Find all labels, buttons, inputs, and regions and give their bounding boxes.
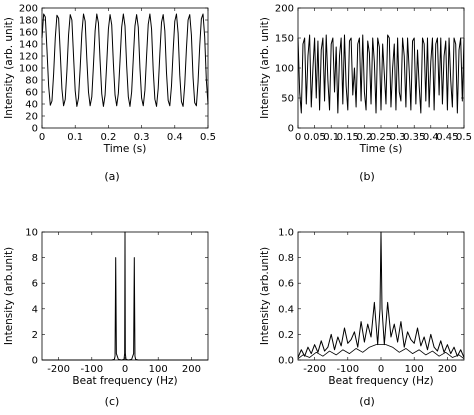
- y-tick-label: 0.8: [278, 253, 294, 264]
- x-axis-label: Time (s): [359, 143, 403, 155]
- y-axis-label: Intensity (arb. unit): [3, 17, 15, 119]
- panel-label: (a): [104, 170, 119, 183]
- y-tick-label: 180: [19, 16, 38, 27]
- x-tick-label: 0.45: [436, 132, 458, 143]
- x-tick-label: 0.5: [456, 132, 472, 143]
- y-tick-label: 40: [25, 100, 38, 111]
- x-tick-label: -200: [303, 364, 326, 375]
- x-tick-label: 0.5: [200, 132, 216, 143]
- x-tick-label: 200: [438, 364, 457, 375]
- series-line: [42, 231, 208, 361]
- x-tick-label: 0: [378, 364, 384, 375]
- y-tick-label: 0.6: [278, 279, 294, 290]
- y-axis-label: Intensity (arb.unit): [3, 247, 15, 345]
- panel-d: -200 -100 0 100 200 0.0 0.2 0.4 0.6 0.8 1.0 Beat fr…: [259, 228, 465, 408]
- x-tick-label: 0.4: [423, 132, 439, 143]
- series-line: [297, 34, 465, 114]
- x-tick-label: 100: [405, 364, 424, 375]
- y-tick-label: 200: [19, 4, 38, 15]
- x-tick-label: 0: [295, 132, 301, 143]
- y-axis-label: Intensity (arb.unit): [259, 247, 271, 345]
- panel-c: -200 -100 0 100 200 0 2 4 6 8 10 Beat frequency (Hz…: [3, 228, 209, 408]
- y-tick-label: 120: [19, 52, 38, 63]
- y-tick-label: 0: [288, 124, 294, 135]
- y-tick-label: 0.0: [278, 356, 294, 367]
- panel-label: (d): [359, 395, 375, 408]
- x-tick-label: 0.15: [337, 132, 359, 143]
- y-tick-label: 150: [275, 34, 294, 45]
- y-tick-label: 50: [281, 94, 294, 105]
- x-tick-label: 0.35: [403, 132, 425, 143]
- y-tick-label: 100: [19, 64, 38, 75]
- x-tick-label: 0.3: [134, 132, 150, 143]
- x-tick-label: 0.2: [100, 132, 116, 143]
- panel-label: (b): [359, 170, 375, 183]
- x-axis-label: Beat frequency (Hz): [72, 375, 177, 387]
- y-tick-label: 0.2: [278, 330, 294, 341]
- x-tick-label: 0.25: [370, 132, 392, 143]
- panel-label: (c): [105, 395, 120, 408]
- panel-a: 0 0.1 0.2 0.3 0.4 0.5 020406080100120140160180…: [3, 4, 216, 184]
- series-line: [41, 13, 209, 107]
- y-tick-label: 100: [275, 64, 294, 75]
- x-tick-label: 0: [122, 364, 128, 375]
- x-tick-label: 0: [39, 132, 45, 143]
- y-tick-label: 80: [25, 76, 38, 87]
- x-tick-label: 0.2: [356, 132, 372, 143]
- y-tick-label: 8: [32, 253, 38, 264]
- series-line: [297, 344, 465, 360]
- y-tick-label: 2: [32, 330, 38, 341]
- y-tick-label: 20: [25, 112, 38, 123]
- y-tick-label: 4: [32, 304, 38, 315]
- x-tick-label: 0.1: [67, 132, 83, 143]
- y-tick-label: 0: [32, 124, 38, 135]
- series-line: [297, 231, 465, 358]
- x-tick-label: 100: [149, 364, 168, 375]
- x-tick-label: -100: [336, 364, 359, 375]
- y-axis-label: Intensity (arb. unit): [259, 17, 271, 119]
- y-tick-label: 10: [25, 228, 38, 239]
- x-axis-label: Beat frequency (Hz): [328, 375, 433, 387]
- y-tick-label: 140: [19, 40, 38, 51]
- panel-b: 0 0.050.10.150.20.250.30.350.40.450.50501…: [259, 4, 472, 184]
- y-tick-label: 0.4: [278, 304, 294, 315]
- x-tick-label: 0.3: [390, 132, 406, 143]
- y-tick-label: 1.0: [278, 228, 294, 239]
- y-tick-label: 6: [32, 279, 38, 290]
- y-tick-label: 200: [275, 4, 294, 15]
- x-tick-label: 200: [182, 364, 201, 375]
- x-axis-label: Time (s): [103, 143, 147, 155]
- y-tick-label: 0: [32, 356, 38, 367]
- x-tick-label: -100: [80, 364, 103, 375]
- y-tick-label: 160: [19, 28, 38, 39]
- y-tick-label: 60: [25, 88, 38, 99]
- x-tick-label: 0.4: [167, 132, 183, 143]
- x-tick-label: 0.05: [303, 132, 325, 143]
- x-tick-label: -200: [47, 364, 70, 375]
- x-tick-label: 0.1: [323, 132, 339, 143]
